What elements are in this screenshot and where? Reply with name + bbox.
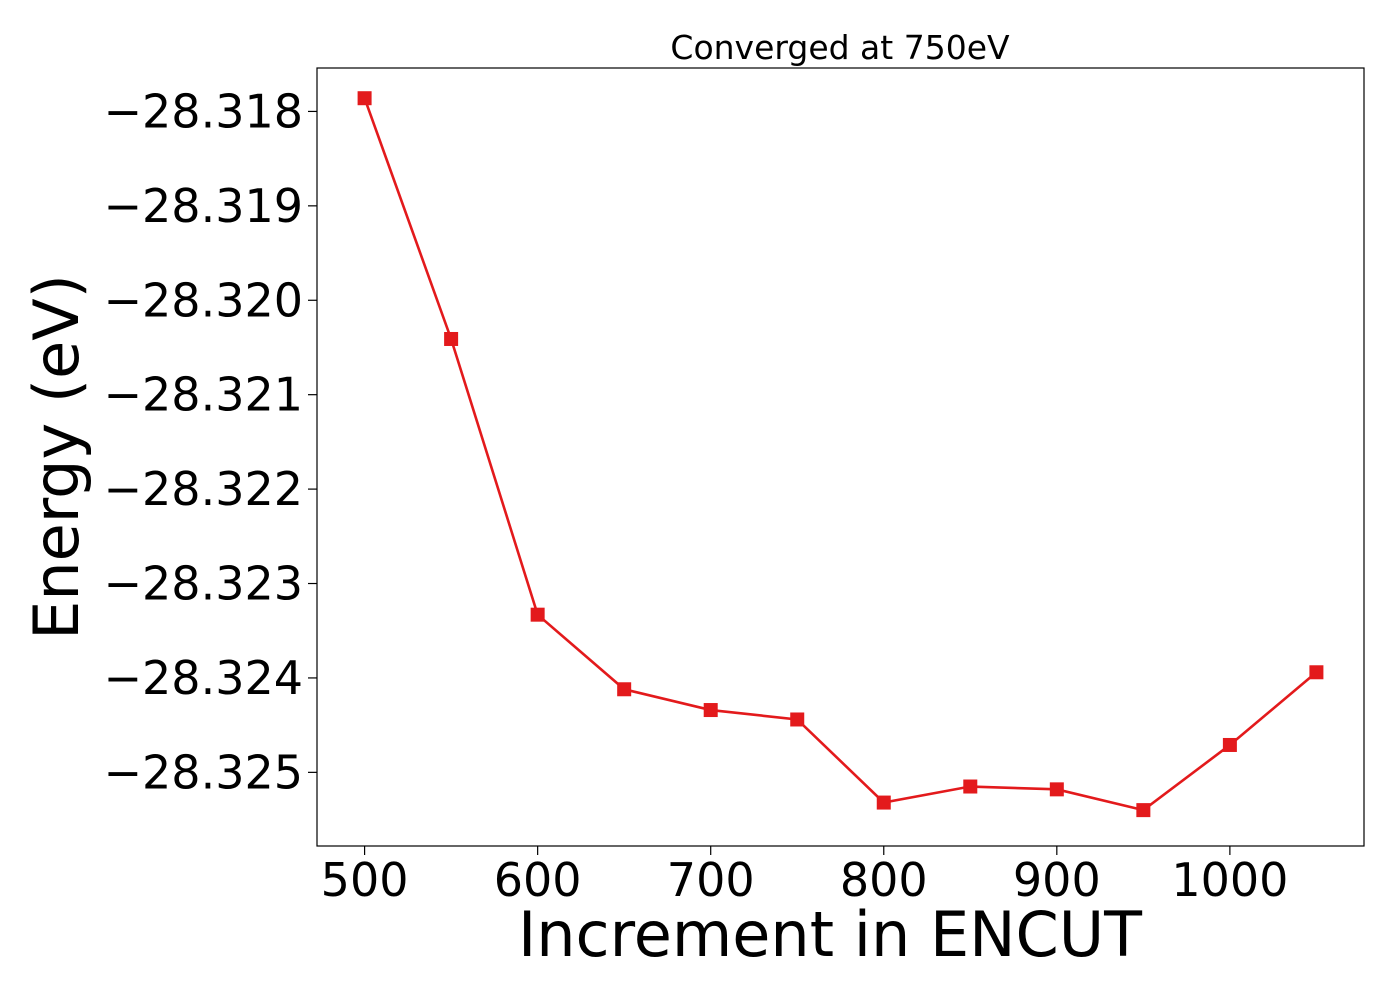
data-point-marker [444,331,459,346]
x-tick-label: 800 [840,853,928,907]
plot-area [316,67,1365,847]
series-line [363,97,1318,812]
y-tick-label: −28.320 [104,273,304,327]
data-point-marker [1222,737,1237,752]
x-tick-label: 600 [494,853,582,907]
data-point-marker [1136,803,1151,818]
x-axis-label: Increment in ENCUT [518,898,1143,971]
y-tick-label: −28.319 [104,179,304,233]
data-point-marker [1049,782,1064,797]
chart-title: Converged at 750eV [670,28,1010,67]
x-axis: 500 600 700 800 900 1000 [321,846,1288,907]
y-tick-label: −28.321 [104,368,304,422]
data-point-marker [1309,665,1324,680]
x-tick-label: 900 [1013,853,1101,907]
y-tick-label: −28.318 [104,84,304,138]
data-point-marker [790,712,805,727]
data-point-marker [876,795,891,810]
data-point-marker [617,682,632,697]
y-axis-label: Energy (eV) [20,274,93,640]
data-point-marker [963,779,978,794]
x-tick-label: 500 [321,853,409,907]
data-point-marker [530,607,545,622]
x-tick-label: 1000 [1171,853,1288,907]
y-tick-label: −28.325 [104,745,304,799]
data-point-marker [357,91,372,106]
data-point-marker [703,703,718,718]
y-tick-label: −28.323 [104,557,304,611]
series-markers [357,91,1324,818]
x-tick-label: 700 [667,853,755,907]
y-axis: −28.318 −28.319 −28.320 −28.321 −28.322 −28.3… [104,84,317,799]
y-tick-label: −28.324 [104,651,304,705]
y-tick-label: −28.322 [104,462,304,516]
